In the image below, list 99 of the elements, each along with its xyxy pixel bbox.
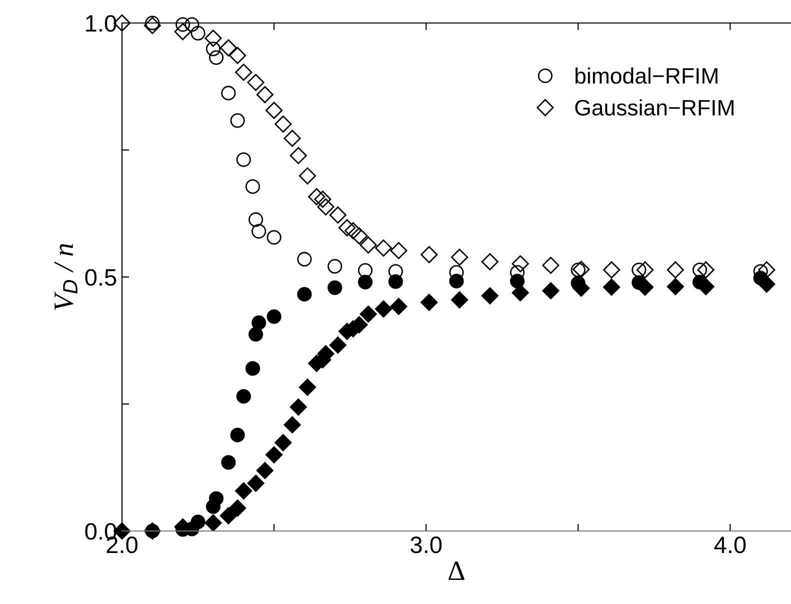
point xyxy=(266,309,282,324)
point xyxy=(328,280,342,295)
point xyxy=(290,147,307,164)
point xyxy=(230,113,245,128)
point xyxy=(666,278,684,296)
point xyxy=(449,274,464,288)
point xyxy=(298,378,316,396)
point xyxy=(235,482,252,500)
point xyxy=(176,17,190,32)
x-axis-title: Δ xyxy=(448,562,464,580)
point xyxy=(450,291,468,308)
point xyxy=(252,315,266,330)
point xyxy=(220,507,237,524)
y-tick-label: 1.0 xyxy=(86,15,116,32)
point xyxy=(220,39,237,56)
point xyxy=(190,514,206,530)
point xyxy=(236,389,251,404)
y-tick-label: 0.5 xyxy=(85,269,116,286)
point xyxy=(265,446,283,464)
point xyxy=(297,252,312,267)
point xyxy=(204,30,222,47)
point xyxy=(298,167,316,184)
point xyxy=(229,46,246,64)
point xyxy=(274,116,292,133)
x-tick-label: 4.0 xyxy=(714,536,746,554)
point xyxy=(542,282,560,300)
legend-label: Gaussian−RFIM xyxy=(575,99,734,116)
point xyxy=(450,248,468,266)
point xyxy=(308,188,326,206)
point xyxy=(481,253,498,270)
point xyxy=(328,259,342,274)
point xyxy=(144,16,161,34)
point xyxy=(208,491,224,506)
point xyxy=(314,190,332,208)
point xyxy=(758,261,776,278)
point xyxy=(229,500,246,517)
point xyxy=(208,50,224,65)
point xyxy=(692,262,708,278)
point xyxy=(266,230,282,245)
point xyxy=(350,227,368,244)
point xyxy=(256,86,274,104)
point xyxy=(204,514,222,532)
y-axis-title: V$_{D}$ / n xyxy=(54,244,78,310)
point xyxy=(632,262,646,278)
point xyxy=(358,263,373,278)
point xyxy=(252,224,266,239)
point xyxy=(274,434,292,452)
point xyxy=(247,74,264,91)
point xyxy=(230,428,245,442)
point xyxy=(603,278,620,296)
point xyxy=(245,179,260,194)
point xyxy=(420,246,438,264)
point xyxy=(636,261,654,278)
point xyxy=(603,261,620,278)
point xyxy=(572,260,590,278)
point xyxy=(248,327,264,342)
point xyxy=(542,256,560,274)
point xyxy=(570,262,586,278)
point xyxy=(666,261,684,278)
point xyxy=(174,23,192,40)
point xyxy=(297,286,312,302)
point xyxy=(190,26,206,40)
point xyxy=(221,455,236,470)
x-tick-label: 3.0 xyxy=(410,536,442,554)
point xyxy=(512,255,529,272)
point xyxy=(265,102,283,119)
point xyxy=(390,298,408,316)
point xyxy=(374,239,392,257)
point xyxy=(221,86,236,100)
point xyxy=(481,287,498,304)
point xyxy=(329,206,346,224)
point xyxy=(344,222,362,240)
point xyxy=(236,152,251,167)
point xyxy=(284,416,301,434)
point xyxy=(206,42,221,56)
point xyxy=(329,336,346,354)
point xyxy=(388,274,403,289)
point xyxy=(284,130,301,147)
point xyxy=(235,64,252,81)
point xyxy=(184,17,200,32)
point xyxy=(247,474,264,492)
point xyxy=(390,242,408,260)
point xyxy=(145,16,160,30)
point xyxy=(360,236,377,254)
point xyxy=(697,261,714,278)
point xyxy=(420,294,438,311)
point xyxy=(338,219,356,236)
point xyxy=(317,198,334,216)
point xyxy=(374,300,392,318)
point xyxy=(290,398,307,416)
point xyxy=(360,306,377,323)
point xyxy=(510,274,525,288)
point xyxy=(248,212,264,227)
point xyxy=(245,361,260,376)
legend-label: bimodal−RFIM xyxy=(576,67,718,84)
point xyxy=(758,276,776,293)
point xyxy=(256,462,274,480)
point xyxy=(358,274,373,290)
point xyxy=(512,284,529,302)
